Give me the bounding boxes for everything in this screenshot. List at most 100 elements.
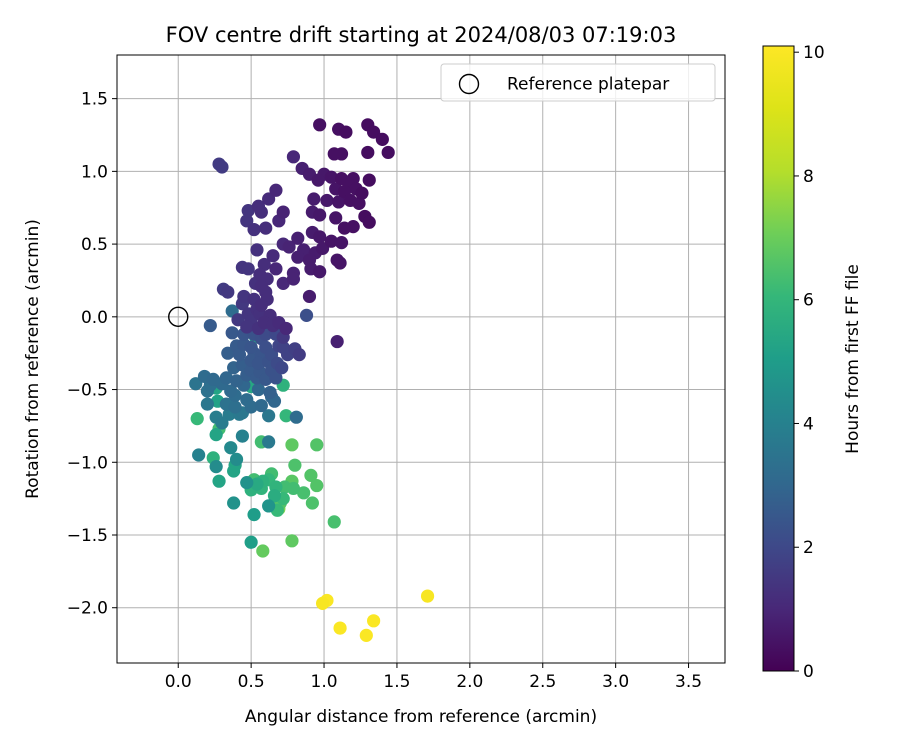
data-point (276, 276, 290, 290)
y-tick-label: 0.0 (81, 308, 108, 328)
data-point (269, 262, 283, 276)
data-point (221, 285, 235, 299)
data-point (311, 173, 325, 187)
data-point (315, 596, 330, 610)
data-point (304, 468, 318, 482)
data-point (291, 250, 305, 264)
data-point (327, 515, 341, 529)
data-point (228, 400, 242, 414)
y-axis-ticks: 1.5 1.0 0.5 0.0 −0.5 −1.0 −1.5 −2.0 (67, 90, 117, 619)
x-tick-label: 0.5 (238, 672, 265, 692)
data-point (269, 183, 283, 197)
data-point (313, 208, 327, 222)
points-layer (189, 118, 435, 642)
y-tick-label: 1.5 (81, 90, 108, 110)
data-point (313, 265, 327, 279)
data-point (229, 452, 244, 466)
data-point (254, 398, 268, 413)
colorbar-gradient (763, 46, 794, 671)
data-point (189, 377, 203, 391)
data-point (292, 348, 306, 362)
data-point (420, 589, 435, 603)
data-point (315, 241, 330, 256)
data-point (333, 621, 347, 635)
data-point (333, 256, 347, 270)
data-point (291, 231, 305, 245)
data-point (286, 272, 301, 286)
reference-platepar-marker (168, 306, 189, 328)
data-point (241, 262, 255, 276)
y-tick-label: −1.0 (67, 453, 108, 473)
data-point (240, 214, 254, 228)
data-point (212, 474, 226, 488)
data-point (251, 356, 266, 370)
x-tick-label: 0.0 (165, 672, 192, 692)
x-tick-label: 2.0 (456, 672, 483, 692)
data-point (302, 289, 317, 304)
data-point (381, 145, 395, 160)
data-point (332, 195, 346, 209)
x-tick-label: 2.5 (529, 672, 556, 692)
data-point (286, 150, 301, 164)
data-point (244, 340, 258, 354)
y-tick-label: 1.0 (81, 162, 108, 182)
data-point (262, 192, 276, 206)
legend-label-reference: Reference platepar (507, 75, 669, 95)
colorbar-tick-label: 4 (803, 414, 814, 434)
data-point (225, 326, 239, 340)
x-tick-label: 1.0 (311, 672, 338, 692)
data-point (327, 147, 341, 161)
data-point (254, 205, 268, 219)
y-tick-label: −0.5 (67, 381, 108, 401)
data-point (250, 243, 264, 257)
data-point (367, 125, 381, 139)
data-point (266, 249, 280, 263)
data-point (324, 170, 338, 184)
data-point (209, 460, 223, 474)
colorbar-frame (762, 45, 795, 672)
reference-layer (168, 306, 189, 328)
data-point (257, 257, 271, 272)
legend-box (440, 63, 716, 102)
data-point (244, 535, 258, 549)
colorbar-tick-label: 6 (803, 291, 814, 311)
x-axis-label: Angular distance from reference (arcmin) (245, 707, 597, 727)
data-point (190, 412, 204, 426)
data-point (247, 508, 261, 522)
data-point (263, 385, 277, 400)
data-point (288, 458, 302, 472)
data-point (259, 221, 273, 235)
data-point (285, 438, 299, 452)
legend-marker-reference (458, 73, 480, 95)
data-point (262, 435, 276, 449)
data-point (375, 132, 389, 146)
data-point (232, 348, 247, 362)
data-point (299, 308, 314, 322)
data-point (313, 118, 327, 132)
data-point (275, 361, 289, 375)
data-point (310, 478, 324, 493)
data-point (229, 374, 244, 388)
data-point (240, 320, 254, 334)
data-point (192, 448, 206, 462)
data-point (362, 173, 376, 187)
x-tick-label: 3.5 (675, 672, 702, 692)
y-tick-label: 0.5 (81, 235, 108, 255)
colorbar: 0 2 4 6 8 10 Hours from first FF file (762, 43, 863, 682)
data-point (203, 318, 217, 333)
data-point (215, 160, 229, 174)
data-point (250, 477, 264, 491)
data-point (227, 464, 241, 478)
legend: Reference platepar (440, 63, 716, 102)
data-point (329, 211, 343, 225)
data-point (247, 222, 261, 237)
data-point (305, 496, 319, 510)
data-point (254, 298, 268, 312)
data-point (313, 230, 327, 244)
grid-layer (117, 55, 725, 663)
chart-title: FOV centre drift starting at 2024/08/03 … (166, 23, 677, 47)
data-point (289, 410, 303, 424)
data-point (231, 313, 245, 327)
data-point (310, 438, 324, 452)
plot-frame (116, 54, 726, 664)
